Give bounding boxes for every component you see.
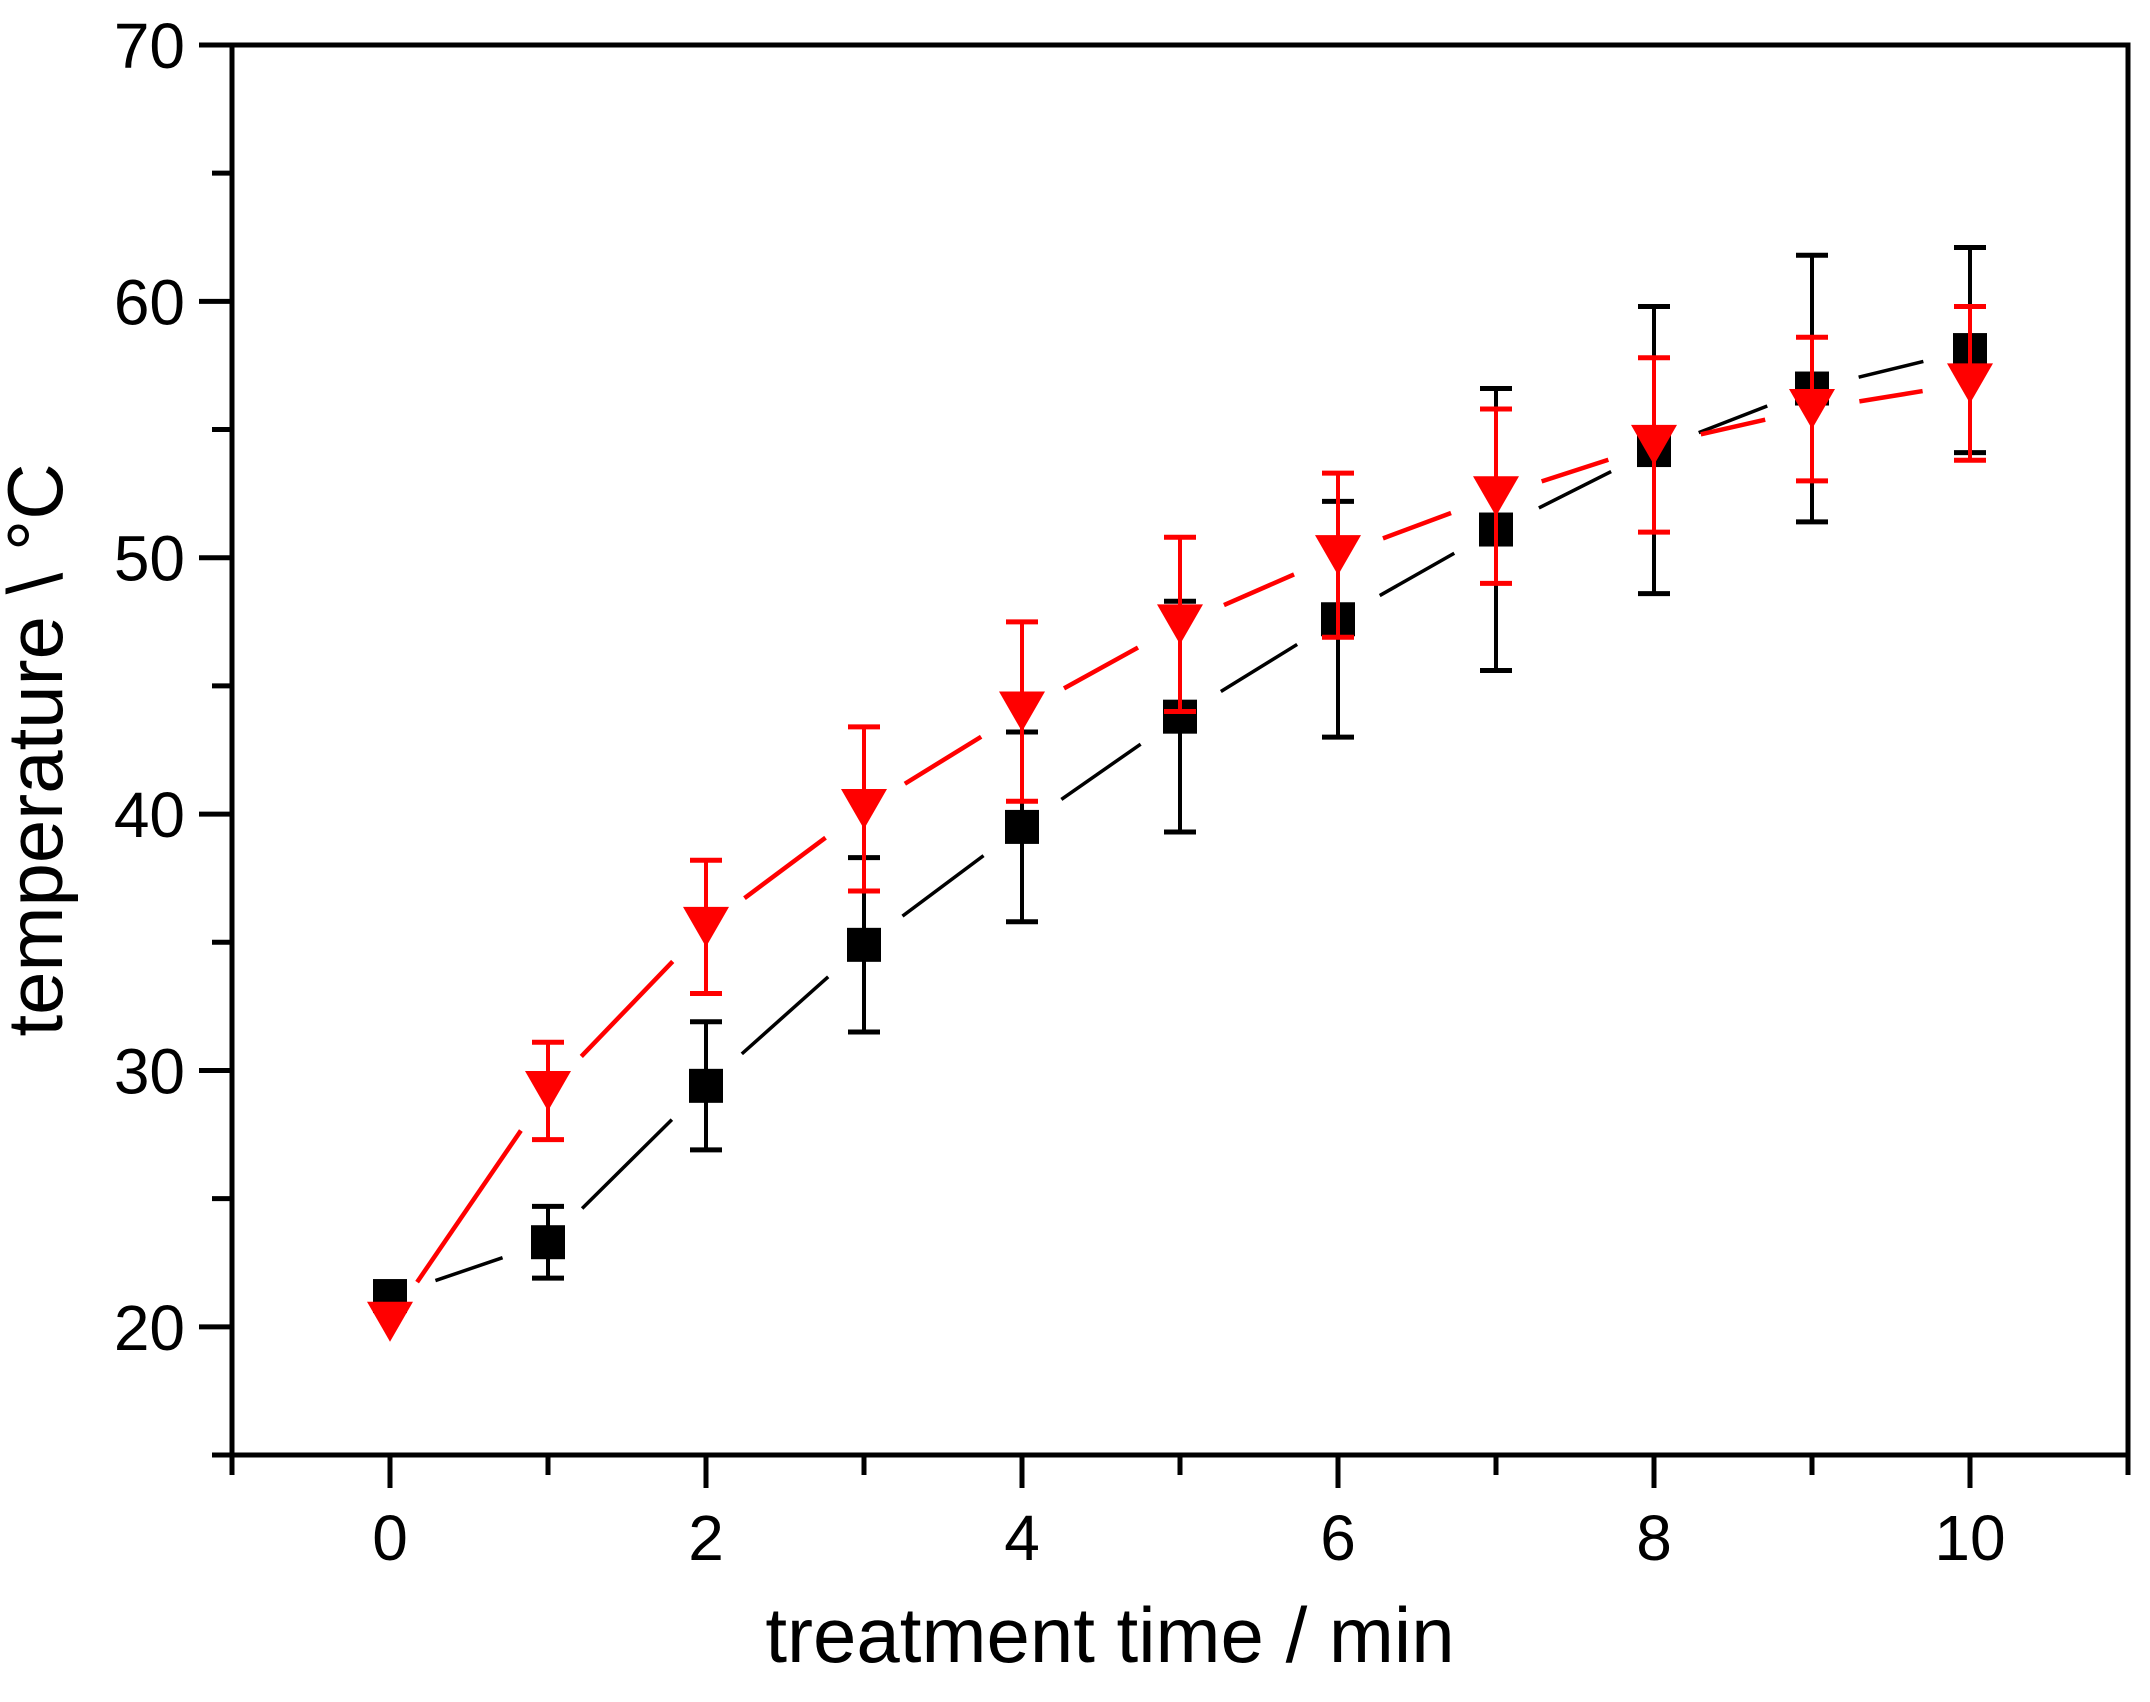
series-line-segment	[1223, 572, 1295, 608]
series-line-segment	[580, 1118, 674, 1210]
triangle-down-marker	[841, 788, 887, 829]
x-tick-label: 4	[1004, 1502, 1040, 1574]
series-line-segment	[434, 1256, 504, 1283]
x-tick-label: 2	[688, 1502, 724, 1574]
axes-layer: 0 2 4 6 8 10 20 30 40 50 60 70	[114, 10, 2131, 1574]
triangle-down-marker	[1789, 389, 1835, 430]
x-tick-label: 6	[1320, 1502, 1356, 1574]
x-tick-label: 0	[372, 1502, 408, 1574]
series-line-segment	[740, 975, 830, 1056]
series-line-segment	[1538, 470, 1612, 510]
series-line-segment	[1540, 457, 1610, 484]
triangle-down-marker	[1473, 476, 1519, 517]
y-tick-label: 40	[114, 779, 185, 851]
series-line-segment	[903, 734, 983, 786]
series-line-segment	[415, 1129, 523, 1284]
series-line-segment	[901, 854, 985, 918]
x-tick-label: 8	[1636, 1502, 1672, 1574]
series-line-segment	[1700, 417, 1766, 437]
triangle-down-marker	[1947, 363, 1993, 404]
y-axis-title: temperature \ °C	[0, 463, 79, 1036]
series-black-squares	[373, 245, 1987, 1314]
series-line-segment	[1858, 359, 1924, 379]
series-line-segment	[579, 959, 675, 1058]
triangle-down-marker	[1157, 604, 1203, 645]
triangle-down-marker	[1631, 424, 1677, 465]
y-tick-label: 30	[114, 1035, 185, 1107]
square-marker	[531, 1225, 565, 1260]
series-line-segment	[1219, 642, 1299, 693]
triangle-down-marker	[367, 1301, 413, 1342]
series-line-segment	[1062, 645, 1140, 691]
triangle-down-marker	[1315, 535, 1361, 576]
data-layer	[367, 245, 1993, 1342]
series-line-segment	[1859, 388, 1923, 404]
series-red-triangles	[367, 303, 1993, 1342]
series-line-segment	[1698, 404, 1768, 435]
triangle-down-marker	[999, 691, 1045, 732]
series-line-segment	[1382, 510, 1452, 541]
y-tick-label: 50	[114, 523, 185, 595]
y-tick-label: 20	[114, 1292, 185, 1364]
triangle-down-marker	[525, 1070, 571, 1111]
y-tick-label: 60	[114, 266, 185, 338]
y-tick-label: 70	[114, 10, 185, 82]
x-axis-title: treatment time / min	[765, 1591, 1454, 1679]
square-marker	[1005, 809, 1039, 844]
series-line-segment	[743, 835, 827, 900]
square-marker	[847, 927, 881, 962]
x-tick-label: 10	[1934, 1502, 2005, 1574]
series-line-segment	[1378, 551, 1456, 598]
triangle-down-marker	[683, 906, 729, 947]
series-line-segment	[1060, 742, 1142, 801]
square-marker	[689, 1068, 723, 1103]
